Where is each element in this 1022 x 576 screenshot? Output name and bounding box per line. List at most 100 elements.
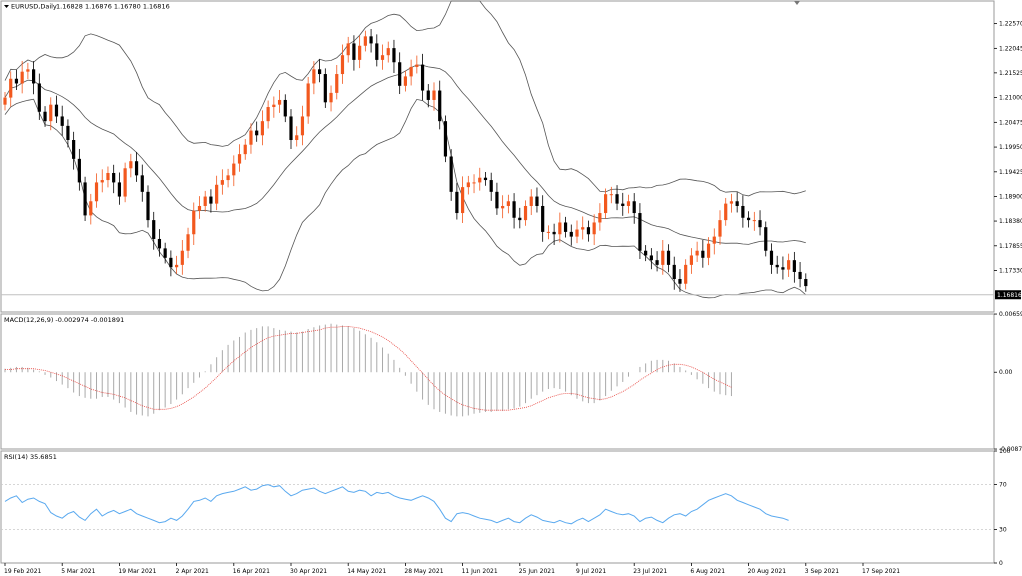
candle-body	[32, 69, 36, 84]
candle-body	[43, 111, 47, 122]
candle-body	[37, 83, 41, 112]
macd-panel[interactable]: 0.006595 0.00 -0.008704 MACD(12,26,9) -0.0…	[0, 311, 1022, 453]
candle-body	[552, 231, 556, 235]
x-tick-label: 14 May 2021	[347, 568, 386, 575]
price-panel[interactable]: 1.22570 1.22045 1.21525 1.21000 1.20475 1.199…	[0, 0, 1022, 313]
candle-body	[569, 231, 573, 237]
candle-body	[318, 69, 322, 75]
candle-body	[455, 191, 459, 214]
candle-body	[563, 222, 568, 232]
ohlc-readout: 1.16828 1.16876 1.16780 1.16816	[56, 3, 170, 11]
candle-body	[163, 248, 167, 258]
rsi-label: RSI(14) 35.6851	[4, 453, 57, 461]
candle-body	[546, 231, 550, 233]
candle-body	[209, 196, 213, 204]
candle-body	[598, 213, 602, 223]
macd-label: MACD(12,26,9) -0.002974 -0.001891	[4, 316, 124, 324]
candle-body	[255, 130, 259, 136]
candle-body	[295, 135, 299, 141]
candle-body	[655, 260, 659, 265]
y-tick-label: 1.21525	[999, 70, 1022, 77]
candle-body	[60, 116, 64, 126]
candle-body	[506, 201, 510, 206]
y-tick-label: 1.19950	[999, 144, 1022, 151]
candle-body	[541, 205, 545, 232]
x-tick-label: 25 Jun 2021	[519, 568, 555, 575]
candle-body	[323, 74, 327, 103]
candle-body	[684, 264, 688, 284]
candle-body	[20, 71, 24, 84]
candle-body	[701, 250, 705, 258]
candle-body	[289, 116, 293, 141]
candle-body	[398, 62, 402, 86]
macd-signal-line	[5, 326, 732, 411]
macd-panel-frame	[0, 313, 995, 450]
current-price-label: 1.16816	[997, 292, 1022, 299]
x-tick-label: 28 May 2021	[404, 568, 443, 575]
bollinger-lower-line	[4, 98, 807, 299]
candle-body	[300, 116, 305, 136]
candle-body	[638, 213, 642, 251]
y-tick-label: 1.18380	[999, 218, 1022, 225]
candle-body	[461, 187, 465, 214]
candle-body	[146, 191, 150, 221]
candle-body	[277, 99, 282, 105]
rsi-panel-frame	[0, 450, 995, 564]
candle-body	[152, 220, 156, 239]
x-tick-label: 5 Mar 2021	[61, 568, 95, 575]
candle-body	[375, 43, 379, 60]
candle-body	[186, 234, 190, 251]
candle-body	[449, 156, 453, 192]
symbol-dropdown-icon[interactable]	[4, 5, 9, 8]
candle-body	[329, 92, 333, 103]
y-tick-label: 1.19425	[999, 169, 1022, 176]
y-tick-label: 1.22570	[999, 21, 1022, 28]
candle-body	[358, 45, 362, 60]
candle-body	[123, 168, 127, 197]
candle-body	[712, 236, 716, 244]
candle-body	[798, 271, 802, 280]
candle-body	[804, 279, 808, 287]
rsi-panel[interactable]: 100 70 30 0 RSI(14) 35.6851	[0, 448, 1011, 567]
candle-body	[363, 36, 367, 46]
candle-body	[392, 48, 396, 63]
y-tick-label: 1.20475	[999, 119, 1022, 126]
candle-body	[157, 238, 162, 249]
candle-body	[466, 182, 470, 188]
candle-body	[529, 196, 533, 206]
x-tick-label: 19 Feb 2021	[4, 568, 42, 575]
candle-body	[586, 227, 591, 235]
candle-body	[706, 243, 711, 258]
candle-body	[89, 201, 93, 216]
candle-body	[672, 264, 676, 280]
candle-body	[306, 83, 310, 117]
candle-body	[729, 201, 734, 204]
candle-body	[575, 229, 579, 237]
candle-body	[695, 250, 699, 256]
candle-body	[415, 64, 419, 67]
y-tick-label: 0	[999, 560, 1003, 567]
candle-body	[621, 203, 625, 206]
x-tick-label: 19 Mar 2021	[118, 568, 156, 575]
candle-body	[106, 172, 110, 181]
candle-body	[175, 264, 179, 268]
candle-body	[649, 255, 653, 261]
y-tick-label: 30	[999, 526, 1007, 533]
candle-body	[335, 74, 339, 93]
y-tick-label: 1.17855	[999, 243, 1022, 250]
candle-body	[169, 257, 173, 268]
candle-body	[666, 250, 671, 265]
candle-body	[764, 227, 768, 251]
candle-body	[483, 177, 488, 181]
rsi-y-axis: 100 70 30 0	[994, 448, 1011, 567]
candle-body	[626, 201, 631, 206]
candle-body	[747, 217, 751, 221]
y-tick-label: 1.18900	[999, 194, 1022, 201]
candle-body	[581, 227, 585, 230]
y-tick-label: 1.21000	[999, 95, 1022, 102]
y-tick-label: 1.22045	[999, 45, 1022, 52]
chart-shift-marker-icon[interactable]	[794, 1, 800, 5]
candle-body	[769, 250, 774, 265]
candle-body	[724, 203, 728, 221]
candle-body	[558, 222, 562, 235]
